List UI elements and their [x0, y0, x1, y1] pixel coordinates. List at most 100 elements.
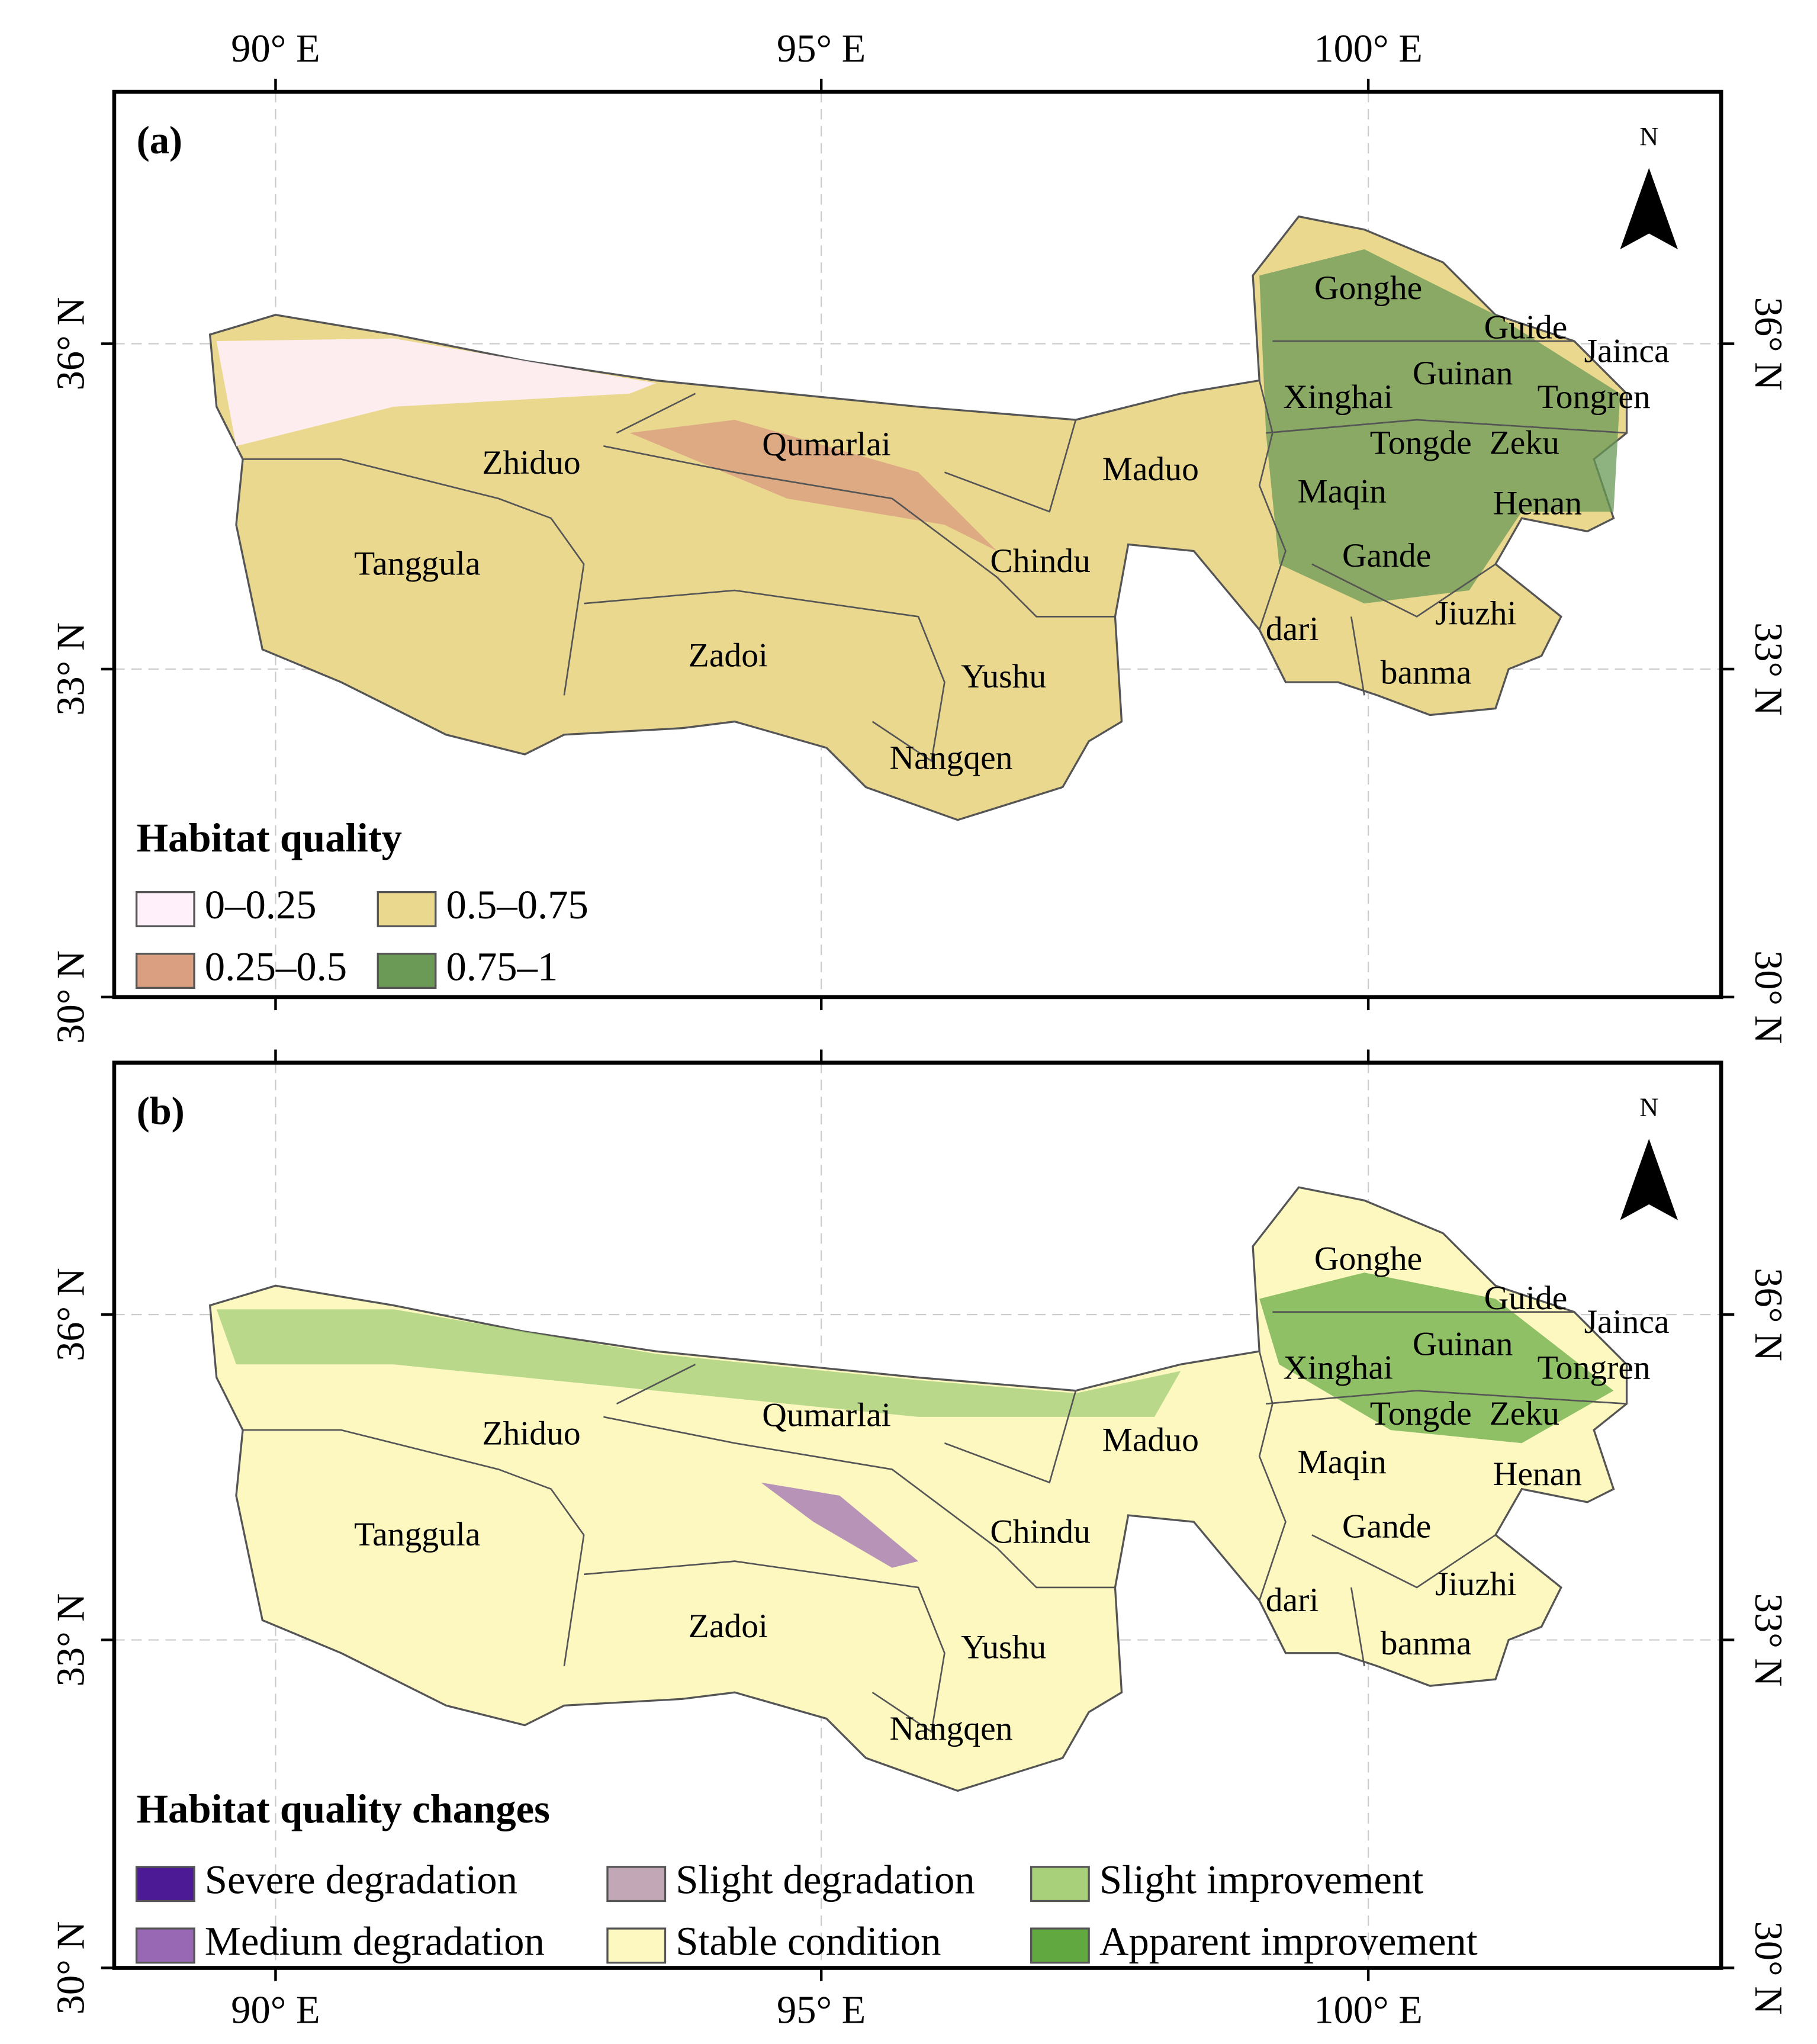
region-label: Tanggula: [354, 1516, 480, 1553]
region-label: Nangqen: [890, 739, 1013, 776]
legend-label: 0–0.25: [205, 882, 317, 927]
region-border: [1311, 1534, 1496, 1589]
map-frame: [112, 1060, 1723, 1970]
region-border: [1311, 563, 1496, 618]
region-label: dari: [1266, 1582, 1319, 1619]
region-label: Qumarlai: [762, 1396, 891, 1434]
region-label: Maduo: [1102, 1421, 1199, 1458]
legend-label: Slight degradation: [676, 1857, 975, 1902]
y-tick-label: 33° N: [50, 1593, 93, 1687]
region-border: [1258, 380, 1287, 630]
region-label: Gande: [1342, 1508, 1431, 1545]
region-border: [944, 1390, 1077, 1484]
region-border: [1258, 1351, 1287, 1601]
region-border: [243, 1429, 585, 1667]
north-arrow: [1620, 168, 1678, 249]
low-quality-area: [216, 338, 656, 446]
region-label: Zeku: [1490, 1395, 1559, 1432]
y-tick-label: 36° N: [50, 1268, 93, 1361]
region-label: Jainca: [1584, 1303, 1670, 1341]
region-label: banma: [1381, 1625, 1472, 1662]
region-border: [584, 1560, 946, 1733]
y-tick-label: 36° N: [1747, 297, 1790, 391]
region-border: [1266, 1390, 1627, 1405]
high-quality-area: [1259, 249, 1620, 604]
x-tick-label: 100° E: [1314, 27, 1422, 70]
legend-label: 0.75–1: [446, 944, 558, 989]
y-tick-label: 33° N: [50, 622, 93, 716]
region-label: Zadoi: [689, 1608, 768, 1645]
region-label: Maqin: [1298, 473, 1387, 510]
legend-swatch: [606, 1866, 667, 1902]
region-label: Nangqen: [890, 1710, 1013, 1747]
legend-swatch: [377, 891, 437, 927]
map-frame: [112, 89, 1723, 999]
region-border: [616, 1364, 696, 1405]
legend-swatch: [135, 953, 195, 989]
panel-label: (b): [137, 1090, 185, 1133]
legend-label: Severe degradation: [205, 1857, 517, 1902]
region-label: Jainca: [1584, 332, 1670, 369]
improvement-area: [1259, 1272, 1614, 1444]
region-label: Zhiduo: [482, 1415, 580, 1452]
north-arrow: [1620, 1139, 1678, 1220]
north-label: N: [1639, 122, 1658, 151]
region-label: Tongren: [1538, 378, 1651, 416]
region-label: dari: [1266, 610, 1319, 648]
legend-label: 0.5–0.75: [446, 882, 588, 927]
region-label: Gonghe: [1314, 1240, 1422, 1278]
legend-swatch: [377, 953, 437, 989]
y-tick-label: 30° N: [1747, 950, 1790, 1044]
region-label: Tongde: [1370, 1395, 1472, 1432]
y-tick-label: 33° N: [1747, 622, 1790, 716]
legend-swatch: [135, 891, 195, 927]
region-label: Guinan: [1413, 1326, 1513, 1363]
region-label: Maduo: [1102, 451, 1199, 488]
y-tick-label: 30° N: [50, 950, 93, 1044]
region-label: Chindu: [990, 1513, 1091, 1551]
region-label: Zeku: [1490, 425, 1559, 462]
legend-label: Stable condition: [676, 1919, 941, 1964]
region-label: Tongren: [1538, 1349, 1651, 1387]
legend-label: Apparent improvement: [1099, 1919, 1478, 1964]
degradation-patches: [761, 1482, 919, 1568]
region-label: Yushu: [961, 658, 1046, 695]
region-label: Guide: [1484, 1280, 1568, 1317]
region-border: [1350, 1587, 1365, 1667]
y-tick-label: 36° N: [1747, 1268, 1790, 1361]
legend-swatch: [1030, 1866, 1090, 1902]
region-label: Chindu: [990, 542, 1091, 580]
region-label: Zadoi: [689, 637, 768, 674]
x-tick-label: 90° E: [231, 1988, 320, 2032]
region-border: [603, 1416, 1115, 1589]
region-label: Gonghe: [1314, 269, 1422, 307]
legend-swatch: [135, 1927, 195, 1964]
region-border: [616, 393, 696, 434]
slight-improvement-band: [216, 1309, 1181, 1417]
legend-label: Slight improvement: [1099, 1857, 1423, 1902]
x-tick-label: 95° E: [777, 27, 866, 70]
region-border: [1350, 616, 1365, 696]
y-tick-label: 30° N: [1747, 1921, 1790, 2015]
region-label: Henan: [1493, 484, 1582, 522]
legend-swatch: [135, 1866, 195, 1902]
region-label: Xinghai: [1283, 1349, 1393, 1387]
region-label: Xinghai: [1283, 378, 1393, 416]
legend-label: Medium degradation: [205, 1919, 545, 1964]
y-tick-label: 33° N: [1747, 1593, 1790, 1687]
region-border: [243, 458, 585, 696]
region-label: Henan: [1493, 1455, 1582, 1493]
region-border: [1266, 419, 1627, 434]
legend-label: 0.25–0.5: [205, 944, 347, 989]
region-label: Guinan: [1413, 355, 1513, 392]
y-tick-label: 36° N: [50, 297, 93, 391]
legend-swatch: [606, 1927, 667, 1964]
legend-title: Habitat quality changes: [137, 1786, 550, 1831]
region-label: Maqin: [1298, 1444, 1387, 1481]
region-label: Guide: [1484, 309, 1568, 346]
region-border: [584, 589, 946, 763]
region-label: Yushu: [961, 1629, 1046, 1666]
region-label: Jiuzhi: [1435, 1566, 1517, 1603]
